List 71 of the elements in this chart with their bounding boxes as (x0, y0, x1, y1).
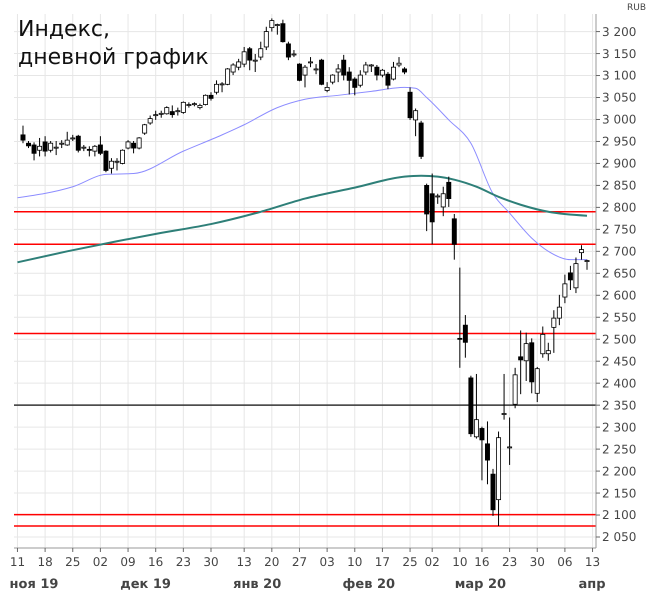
x-tick-label: 18 (37, 555, 53, 569)
candlestick (258, 41, 264, 61)
y-tick-label: 2 750 (602, 222, 636, 237)
x-tick-label: 09 (120, 555, 136, 569)
x-tick-label: 16 (148, 555, 164, 569)
text: фев 20 (342, 577, 396, 592)
text: янв 20 (233, 577, 282, 592)
candlestick (485, 420, 490, 485)
candlestick (562, 274, 568, 304)
text: дек 19 (120, 577, 171, 592)
candlestick (20, 125, 26, 144)
x-tick-label: 13 (236, 555, 252, 569)
line-series (16, 86, 588, 260)
x-tick-label: 02 (92, 555, 108, 569)
candlestick (579, 244, 584, 260)
x-tick-label: 11 (10, 555, 26, 569)
y-tick-label: 2 250 (602, 442, 636, 456)
x-tick-label: 20 (264, 555, 280, 569)
y-tick-label: 3 150 (602, 46, 636, 61)
y-tick-label: 2 300 (602, 420, 636, 434)
x-tick-label: 30 (203, 555, 219, 569)
y-tick-label: 2 700 (602, 244, 636, 259)
y-tick-label: 2 500 (602, 332, 636, 346)
candlestick (396, 56, 402, 68)
x-tick-label: 16 (474, 555, 490, 569)
y-tick-label: 3 200 (602, 24, 636, 39)
x-tick-label: 25 (65, 555, 80, 569)
x-tick-label: 30 (530, 555, 545, 569)
x-tick-label: 25 (402, 555, 418, 569)
x-tick-label: 10 (452, 555, 468, 569)
text: мар 20 (454, 577, 506, 592)
candlestick (324, 82, 330, 93)
y-tick-label: 3 100 (602, 68, 636, 83)
x-tick-label: 10 (347, 555, 362, 569)
text: апр (578, 577, 606, 592)
y-tick-label: 3 050 (602, 90, 636, 105)
y-tick-label: 2 150 (602, 486, 636, 500)
y-tick-label: 2 100 (602, 508, 636, 522)
y-tick-label: 3 000 (602, 112, 636, 127)
y-tick-label: 2 350 (602, 398, 636, 412)
candlestick (264, 26, 269, 51)
x-tick-label: 13 (584, 555, 600, 569)
y-tick-label: 2 900 (602, 156, 636, 171)
x-tick-label: 23 (502, 555, 518, 569)
y-tick-label: 2 200 (602, 464, 636, 478)
text: Индекс, дневной график (18, 17, 209, 70)
candlestick (308, 56, 314, 68)
candlestick (148, 115, 153, 126)
x-tick-label: 06 (557, 555, 573, 569)
y-tick-label: 2 400 (602, 376, 636, 390)
y-tick-label: 2 800 (602, 200, 636, 215)
candlestick (502, 373, 507, 420)
y-tick-label: 2 650 (602, 266, 636, 281)
x-tick-label: 02 (424, 555, 440, 569)
x-tick-label: 03 (319, 555, 335, 569)
y-tick-label: 2 550 (602, 310, 636, 324)
y-axis-title: RUB (626, 3, 646, 13)
y-tick-label: 2 050 (602, 530, 636, 544)
candlestick (330, 74, 336, 85)
candlestick (584, 259, 590, 270)
y-tick-label: 2 450 (602, 354, 636, 368)
y-tick-label: 2 600 (602, 288, 636, 302)
x-tick-label: 17 (374, 555, 390, 569)
text: ноя 19 (10, 577, 58, 592)
candlestick (507, 416, 512, 466)
y-tick-label: 2 950 (602, 134, 636, 149)
y-tick-label: 2 850 (602, 178, 636, 193)
line-series (16, 174, 588, 264)
x-tick-label: 23 (176, 555, 191, 569)
x-tick-label: 27 (292, 555, 308, 569)
candlestick (142, 123, 148, 136)
